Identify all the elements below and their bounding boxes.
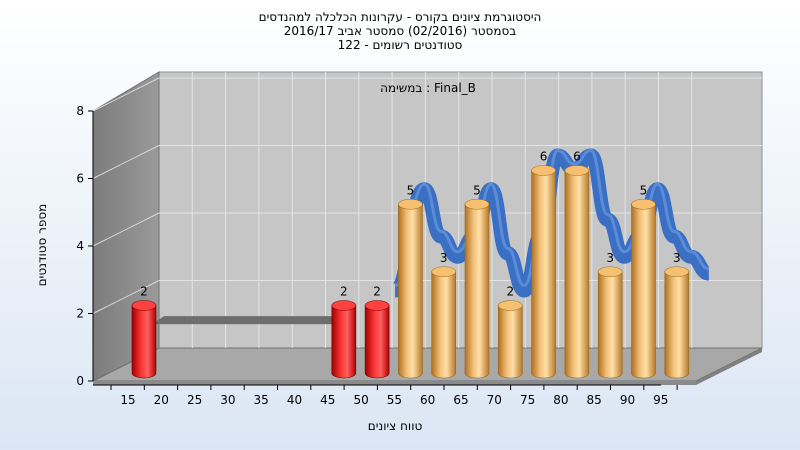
bar-top [464, 198, 490, 210]
x-axis-title: טווח ציונים [368, 419, 423, 433]
chart-title: היסטוגרמת ציונים בקורס - עקרונות הכלכלה … [0, 10, 800, 52]
bar: 2 [364, 285, 390, 379]
bar: 2 [131, 285, 157, 379]
gridline [92, 212, 160, 247]
bar-top [398, 198, 423, 210]
gridline [92, 145, 160, 179]
gridline [92, 280, 160, 314]
bar-top [364, 300, 390, 311]
data-label: 2 [373, 285, 381, 299]
y-tick-label: 4 [76, 239, 84, 253]
bar-body [531, 170, 556, 379]
floor-front-edge [93, 381, 696, 385]
data-label: 2 [140, 285, 148, 299]
data-label: 6 [573, 150, 581, 164]
bar-body [364, 305, 390, 379]
y-axis: 0 2 4 6 8 [76, 104, 94, 388]
chart-subtitle: במשימה : Final_B [380, 81, 476, 95]
bar-body [431, 271, 456, 379]
bars: 2 2 2 5 3 5 2 6 6 3 5 3 [131, 150, 690, 379]
data-label: 5 [407, 183, 415, 197]
chart-title-line-3: סטודנטים רשומים - 122 [337, 38, 463, 52]
gridline [92, 77, 160, 112]
x-tick-label: 30 [220, 393, 235, 407]
x-tick-label: 60 [420, 393, 435, 407]
bar-top [631, 198, 656, 210]
data-label: 3 [440, 251, 448, 265]
bar-body [664, 271, 690, 379]
x-tick-label: 45 [320, 393, 335, 407]
y-tick-label: 0 [76, 374, 84, 388]
x-tick-label: 80 [553, 393, 568, 407]
data-label: 5 [640, 183, 648, 197]
data-label: 3 [673, 251, 681, 265]
y-tick-label: 6 [76, 172, 84, 186]
bar: 3 [431, 251, 457, 379]
chart-title-line-2: בסמסטר (02/2016) סמסטר אביב 2016/17 [283, 24, 517, 38]
data-label: 3 [606, 251, 614, 265]
x-tick-label: 70 [487, 393, 502, 407]
bar-top [531, 165, 556, 176]
data-label: 5 [473, 183, 481, 197]
floor [92, 347, 763, 382]
x-axis: 15 20 25 30 35 40 45 50 55 60 65 70 75 80 85 90 95 [93, 384, 678, 407]
x-tick-label: 85 [587, 393, 602, 407]
bar-body [398, 203, 423, 379]
x-tick-label: 90 [620, 393, 635, 407]
bar: 2 [331, 285, 357, 379]
bar-top [431, 266, 457, 278]
bar-top [131, 300, 157, 311]
x-tick-label: 50 [353, 393, 368, 407]
y-tick-label: 2 [76, 307, 84, 321]
x-tick-label: 65 [453, 393, 468, 407]
bar: 6 [531, 150, 556, 379]
bar-body [564, 170, 590, 379]
bar-body [331, 305, 357, 379]
bar: 5 [631, 183, 656, 379]
bar: 5 [398, 183, 423, 379]
curve-highlight [394, 148, 710, 288]
bar-body [597, 271, 623, 379]
x-tick-label: 25 [187, 393, 202, 407]
bar: 6 [564, 150, 590, 379]
x-tick-label: 20 [154, 393, 169, 407]
bar-body [131, 305, 157, 379]
x-tick-label: 40 [287, 393, 302, 407]
bar: 3 [597, 251, 623, 379]
chart-title-line-1: היסטוגרמת ציונים בקורס - עקרונות הכלכלה … [258, 10, 542, 24]
bar: 2 [497, 285, 523, 379]
floor-edge [696, 348, 762, 385]
y-tick-label: 8 [76, 104, 84, 118]
y-axis-title: מספר סטודנטים [35, 204, 49, 287]
plot-walls [92, 71, 763, 385]
bar-top [664, 266, 690, 278]
bar-top [564, 165, 590, 176]
x-tick-label: 55 [387, 393, 402, 407]
bar-top [331, 300, 357, 311]
data-label: 2 [506, 285, 514, 299]
data-label: 6 [540, 150, 548, 164]
bar: 5 [464, 183, 490, 379]
bar-top [497, 300, 523, 311]
bar-body [631, 203, 656, 379]
bar-body [464, 203, 490, 379]
x-tick-label: 35 [254, 393, 269, 407]
x-tick-label: 15 [120, 393, 135, 407]
bar: 3 [664, 251, 690, 379]
bar-top [597, 266, 623, 278]
x-tick-label: 75 [520, 393, 535, 407]
zero-band [152, 316, 346, 325]
data-label: 2 [340, 285, 348, 299]
bar-body [498, 305, 523, 379]
x-tick-label: 95 [653, 393, 668, 407]
